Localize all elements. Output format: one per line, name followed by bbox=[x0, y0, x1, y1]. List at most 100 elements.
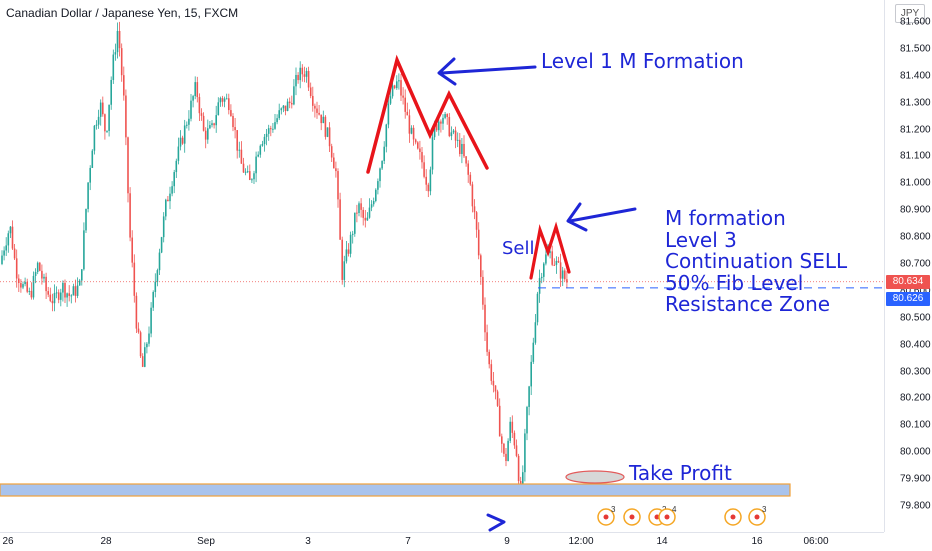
candle-body bbox=[91, 150, 94, 168]
candle-body bbox=[398, 80, 400, 82]
candle-body bbox=[429, 169, 432, 192]
time-tick: Sep bbox=[197, 536, 215, 547]
candle-body bbox=[169, 193, 171, 202]
candle-body bbox=[381, 160, 383, 169]
candle-body bbox=[564, 270, 566, 280]
candle-body bbox=[219, 98, 222, 103]
candle-body bbox=[146, 343, 148, 348]
candle-body bbox=[423, 162, 425, 177]
candle-body bbox=[503, 443, 505, 454]
candle-body bbox=[349, 234, 352, 254]
candle-body bbox=[257, 154, 259, 157]
candle-body bbox=[419, 148, 421, 153]
candle-body bbox=[62, 282, 64, 293]
candle-body bbox=[480, 255, 482, 277]
candle-body bbox=[469, 174, 472, 185]
price-tick: 80.800 bbox=[900, 231, 931, 243]
currency-button[interactable]: JPY bbox=[895, 4, 925, 23]
candle-body bbox=[95, 124, 98, 126]
candle-body bbox=[47, 291, 49, 295]
candle-body bbox=[278, 110, 280, 119]
candle-body bbox=[51, 300, 54, 304]
candle-body bbox=[97, 116, 100, 125]
price-tick: 79.900 bbox=[900, 473, 931, 485]
candle-body bbox=[57, 292, 60, 300]
price-tick: 80.100 bbox=[900, 419, 931, 431]
candle-body bbox=[343, 261, 346, 280]
candle-body bbox=[431, 137, 434, 170]
candle-body bbox=[53, 293, 56, 304]
candle-body bbox=[299, 67, 301, 81]
candle-body bbox=[459, 139, 461, 155]
candle-body bbox=[215, 115, 217, 126]
price-tick: 80.900 bbox=[900, 204, 931, 216]
candle-body bbox=[131, 237, 133, 263]
candle-body bbox=[444, 114, 446, 118]
candle-body bbox=[236, 130, 238, 151]
price-tick: 80.400 bbox=[900, 339, 931, 351]
symbol-title[interactable]: Canadian Dollar / Japanese Yen, 15, FXCM bbox=[6, 6, 239, 20]
candle-body bbox=[20, 283, 22, 288]
candle-body bbox=[284, 105, 287, 111]
candle-body bbox=[196, 82, 199, 98]
candle-body bbox=[270, 128, 272, 130]
event-marker-count: 3 bbox=[762, 505, 767, 514]
take-profit-marker bbox=[565, 470, 625, 484]
candle-body bbox=[379, 168, 381, 182]
candle-body bbox=[360, 203, 362, 210]
candle-body bbox=[135, 295, 138, 329]
candle-body bbox=[314, 105, 316, 109]
candle-body bbox=[347, 249, 350, 254]
candle-body bbox=[274, 122, 276, 129]
last-price-tag: 80.634 bbox=[886, 274, 930, 289]
candle-body bbox=[173, 172, 175, 187]
candle-body bbox=[456, 139, 459, 141]
candle-body bbox=[404, 97, 406, 112]
candle-body bbox=[74, 286, 77, 296]
candle-body bbox=[324, 116, 327, 137]
candle-body bbox=[433, 124, 436, 138]
candle-body bbox=[249, 171, 251, 180]
candle-body bbox=[102, 102, 104, 115]
price-tick: 80.200 bbox=[900, 392, 931, 404]
candle-body bbox=[225, 98, 228, 100]
price-tick: 79.800 bbox=[900, 500, 931, 512]
price-axis[interactable] bbox=[884, 0, 932, 532]
arrow-level1 bbox=[440, 65, 537, 75]
candle-body bbox=[421, 152, 423, 163]
candle-body bbox=[66, 293, 68, 298]
candle-body bbox=[204, 130, 207, 140]
candle-body bbox=[36, 262, 39, 273]
candle-body bbox=[354, 212, 356, 234]
candle-body bbox=[553, 264, 556, 266]
candle-body bbox=[13, 248, 16, 259]
candle-body bbox=[3, 250, 5, 256]
time-tick: 7 bbox=[405, 536, 411, 547]
candle-body bbox=[511, 421, 514, 433]
candle-body bbox=[112, 54, 115, 80]
time-tick: 26 bbox=[2, 536, 14, 547]
take-profit-zone bbox=[0, 483, 791, 497]
time-axis[interactable] bbox=[0, 532, 884, 551]
candle-body bbox=[524, 433, 526, 473]
chart-overlays: 3243 bbox=[0, 54, 884, 532]
candle-body bbox=[484, 304, 486, 333]
candle-body bbox=[202, 115, 205, 131]
candle-body bbox=[370, 204, 373, 208]
candle-body bbox=[295, 74, 297, 87]
candle-body bbox=[129, 193, 131, 238]
candle-body bbox=[440, 121, 442, 124]
candle-body bbox=[473, 206, 476, 213]
candle-body bbox=[41, 270, 43, 279]
candle-body bbox=[540, 276, 543, 279]
candle-body bbox=[402, 95, 404, 98]
candle-body bbox=[412, 127, 415, 140]
candle-body bbox=[221, 98, 224, 102]
m-formation-level3 bbox=[529, 221, 571, 280]
candle-body bbox=[209, 125, 211, 129]
candle-body bbox=[179, 137, 182, 147]
candle-body bbox=[387, 103, 390, 125]
event-marker-dot bbox=[754, 514, 760, 520]
candle-body bbox=[291, 103, 293, 105]
